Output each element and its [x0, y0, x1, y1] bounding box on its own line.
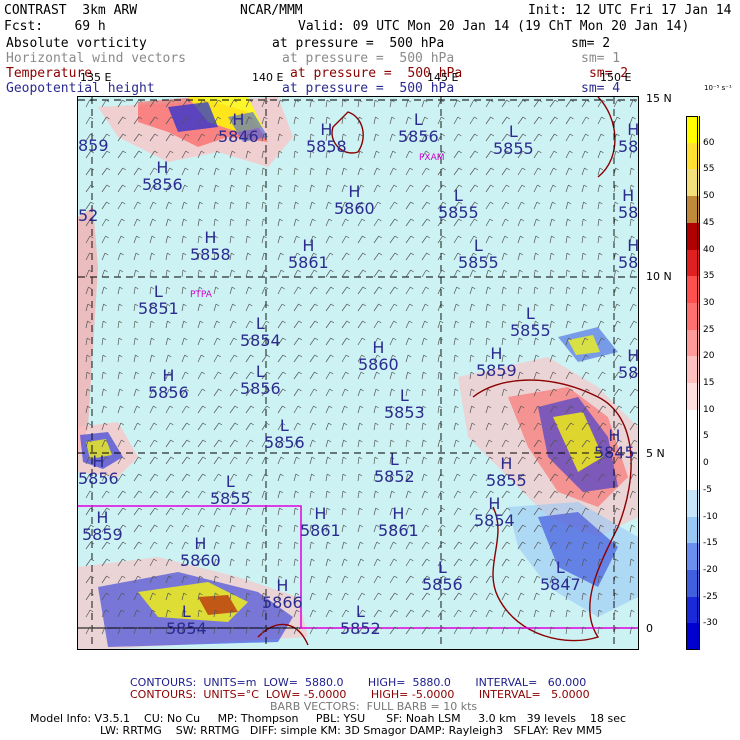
contour-label: L 5856: [264, 416, 305, 452]
wind-barbs: [85, 99, 638, 635]
contour-label: H 5861: [288, 236, 329, 272]
field-name: Geopotential height: [6, 81, 155, 96]
lat-label: 5 N: [646, 447, 665, 460]
contour-label: H 58: [618, 186, 639, 222]
colorbar-tick-label: -20: [703, 564, 718, 575]
field-smoothing: sm= 2: [589, 66, 629, 81]
contour-label: H 5855: [486, 454, 527, 490]
colorbar-tick-label: 50: [703, 191, 715, 202]
nested-domain-box: [78, 505, 638, 629]
lon-label: 150 E: [600, 71, 632, 84]
contour-label: H 5861: [378, 504, 419, 540]
valid-time: Valid: 09 UTC Mon 20 Jan 14 (19 ChT Mon …: [298, 19, 690, 34]
lat-label: 0: [646, 622, 653, 635]
field-level: at pressure = 500 hPa: [290, 66, 463, 81]
field-smoothing: sm= 1: [581, 51, 621, 66]
colorbar-tick-label: 25: [703, 324, 715, 335]
contour-label: H 5846: [218, 110, 259, 146]
contour-label: L 5855: [493, 122, 534, 158]
contour-label: L 5854: [166, 602, 207, 638]
lon-label: 145 E: [427, 71, 459, 84]
contour-label: H 5856: [142, 158, 183, 194]
contour-label: H 5866: [262, 576, 303, 612]
colorbar-tick-label: 40: [703, 244, 715, 255]
field-level: at pressure = 500 hPa: [272, 36, 445, 51]
colorbar-tick-label: 60: [703, 137, 715, 148]
contour-label: H 5860: [334, 182, 375, 218]
barb-info: BARB VECTORS: FULL BARB = 10 kts: [270, 700, 478, 713]
contour-label: L 5855: [510, 304, 551, 340]
contour-label: L 5855: [438, 186, 479, 222]
colorbar-unit: 10⁻⁵ s⁻¹: [704, 84, 732, 92]
temp-contour-info: CONTOURS: UNITS=°C LOW= -5.0000 HIGH= -5…: [130, 688, 590, 701]
contour-label: L 5855: [458, 236, 499, 272]
colorbar-tick-label: 15: [703, 378, 715, 388]
field-smoothing: sm= 2: [571, 36, 611, 51]
map-canvas: [78, 97, 638, 649]
contour-label: L 5856: [422, 558, 463, 594]
field-level: at pressure = 500 hPa: [282, 81, 455, 96]
forecast-hour: Fcst: 69 h: [4, 19, 106, 34]
contour-label: H 5859: [476, 344, 517, 380]
colorbar-tick-label: 45: [703, 217, 715, 228]
contour-label: L 5856: [240, 362, 281, 398]
colorbar-tick-label: -30: [703, 618, 718, 629]
colorbar-tick-label: -10: [703, 511, 718, 522]
lon-label: 140 E: [252, 71, 284, 84]
contour-label: L 5856: [398, 110, 439, 146]
vorticity-shading: [78, 97, 638, 649]
colorbar-frame: [686, 116, 698, 650]
lat-label: 10 N: [646, 270, 672, 283]
contour-label: L 5852: [340, 602, 381, 638]
lon-label: 135 E: [80, 71, 112, 84]
contour-label: H 5860: [180, 534, 221, 570]
colorbar-tick-label: -15: [703, 538, 718, 549]
model-title: CONTRAST 3km ARW: [4, 3, 138, 18]
field-smoothing: sm= 4: [581, 81, 621, 96]
contour-label: L 5851: [138, 282, 179, 318]
colorbar-tick-label: -25: [703, 591, 718, 602]
contour-label: H 5854: [474, 494, 515, 530]
contour-label: L 5853: [384, 386, 425, 422]
model-info-line1: Model Info: V3.5.1 CU: No Cu MP: Thompso…: [30, 712, 627, 725]
contour-label: 52: [78, 206, 99, 225]
colorbar-tick-label: 30: [703, 297, 715, 308]
colorbar-tick-label: 0: [703, 458, 709, 469]
contour-label: L 5854: [240, 314, 281, 350]
contour-label: L 5847: [540, 558, 581, 594]
field-level: at pressure = 500 hPa: [282, 51, 455, 66]
station-label: PTPA: [190, 290, 212, 300]
organization: NCAR/MMM: [240, 3, 303, 18]
contour-label: H 5859: [82, 508, 123, 544]
contour-label: H 5845: [594, 426, 635, 462]
contour-label: H 5860: [358, 338, 399, 374]
colorbar-tick-label: 5: [703, 431, 709, 442]
colorbar-tick-label: -5: [703, 484, 712, 495]
colorbar-tick-label: 10: [703, 404, 715, 415]
contour-label: L 5855: [210, 472, 251, 508]
contour-label: H 5856: [148, 366, 189, 402]
colorbar-tick-label: 20: [703, 351, 715, 362]
contour-label: H 5858: [190, 228, 231, 264]
lat-label: 15 N: [646, 92, 672, 105]
colorbar-tick-label: 35: [703, 271, 715, 282]
station-label: PXAM: [419, 153, 445, 163]
contour-label: L 5852: [374, 450, 415, 486]
height-contour-info: CONTOURS: UNITS=m LOW= 5880.0 HIGH= 5880…: [130, 676, 587, 689]
contour-label: 859: [78, 136, 109, 155]
contour-label: H 5861: [300, 504, 341, 540]
field-name: Absolute vorticity: [6, 36, 147, 51]
init-time: Init: 12 UTC Fri 17 Jan 14: [528, 3, 732, 18]
colorbar-tick-label: 55: [703, 164, 715, 175]
contour-label: H 5858: [306, 120, 347, 156]
contour-label: H 5856: [78, 452, 119, 488]
model-info-line2: LW: RRTMG SW: RRTMG DIFF: simple KM: 3D …: [100, 724, 603, 737]
field-name: Horizontal wind vectors: [6, 51, 187, 66]
field-name: Temperature: [6, 66, 93, 81]
